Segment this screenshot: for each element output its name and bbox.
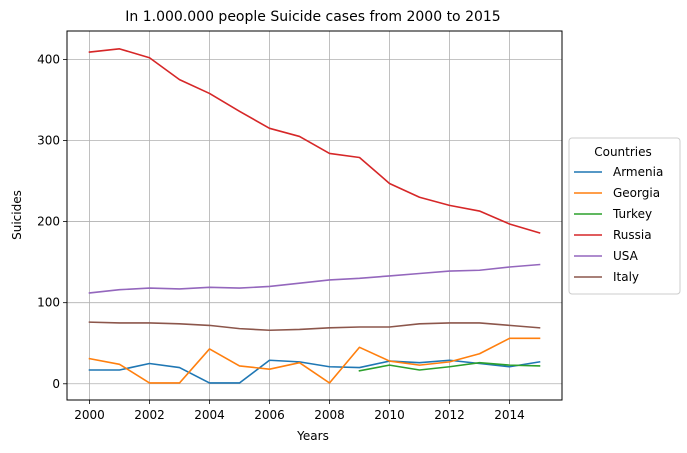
chart-title: In 1.000.000 people Suicide cases from 2… <box>125 9 500 25</box>
y-axis-label: Suicides <box>10 190 24 240</box>
x-tick-label: 2000 <box>74 408 105 422</box>
legend-label-armenia: Armenia <box>613 165 663 179</box>
y-tick-label: 200 <box>37 215 60 229</box>
y-tick-label: 400 <box>37 52 60 66</box>
x-tick-label: 2004 <box>194 408 225 422</box>
legend: Countries Armenia Georgia Turkey Russia USA I… <box>568 137 681 295</box>
x-tick-label: 2002 <box>134 408 165 422</box>
legend-label-italy: Italy <box>613 270 639 284</box>
x-tick-label: 2012 <box>434 408 465 422</box>
legend-label-georgia: Georgia <box>613 186 660 200</box>
y-tick-label: 300 <box>37 133 60 147</box>
y-tick-label: 0 <box>52 377 60 391</box>
x-tick-label: 2010 <box>374 408 405 422</box>
series-line-russia <box>88 48 541 234</box>
grid <box>67 31 562 400</box>
series-lines <box>88 48 541 384</box>
legend-title: Countries <box>594 145 652 159</box>
legend-label-turkey: Turkey <box>612 207 652 221</box>
legend-label-russia: Russia <box>613 228 652 242</box>
series-line-turkey <box>358 361 541 372</box>
plot-frame <box>66 30 563 401</box>
x-axis-ticks: 2000 2002 2004 2006 2008 2010 2012 2014 <box>74 400 525 422</box>
y-axis-ticks: 0 100 200 300 400 <box>37 52 67 391</box>
series-line-italy <box>88 321 541 332</box>
y-tick-label: 100 <box>37 296 60 310</box>
legend-label-usa: USA <box>613 249 639 263</box>
legend-box <box>568 137 681 295</box>
legend-items: Armenia Georgia Turkey Russia USA Italy <box>574 165 663 284</box>
series-line-georgia <box>88 337 541 384</box>
series-line-armenia <box>88 359 541 384</box>
series-line-usa <box>88 263 541 294</box>
x-axis-label: Years <box>296 429 329 443</box>
x-tick-label: 2014 <box>494 408 525 422</box>
x-tick-label: 2006 <box>254 408 285 422</box>
x-tick-label: 2008 <box>314 408 345 422</box>
